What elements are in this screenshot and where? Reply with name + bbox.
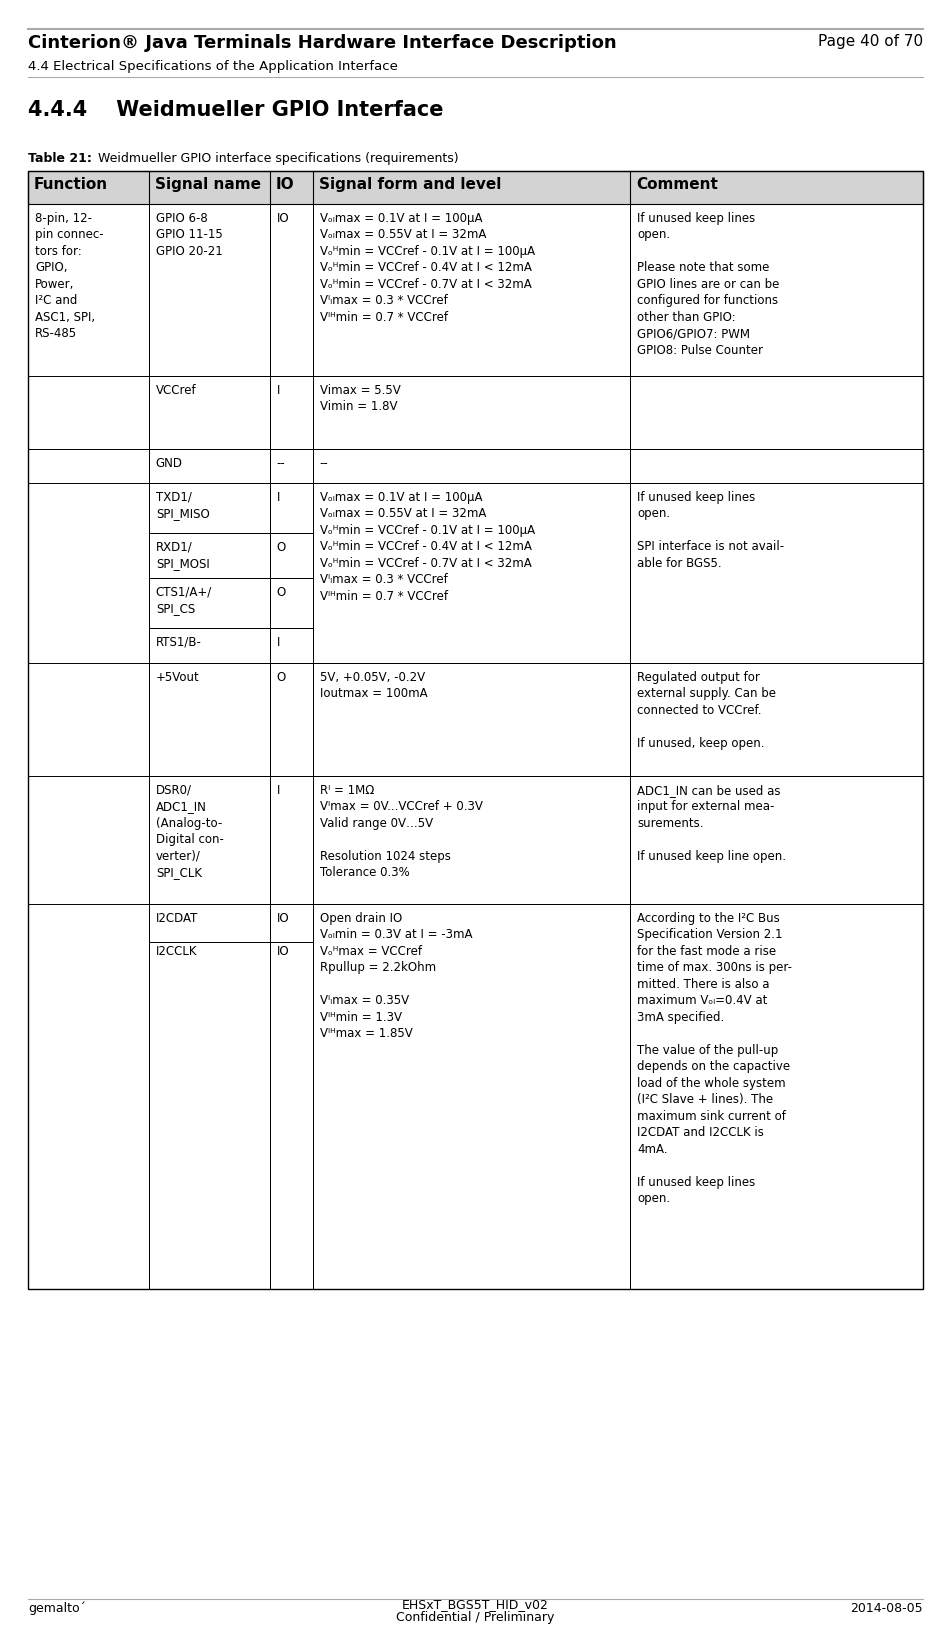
- Text: O: O: [277, 541, 286, 554]
- Text: I: I: [277, 490, 280, 503]
- Bar: [270, 905, 313, 1290]
- Text: 8-pin, 12-
pin connec-
tors for:
GPIO,
Power,
I²C and
ASC1, SPI,
RS-485: 8-pin, 12- pin connec- tors for: GPIO, P…: [35, 211, 104, 341]
- Text: O: O: [277, 585, 286, 598]
- Bar: [270, 629, 313, 664]
- Text: 4.4 Electrical Specifications of the Application Interface: 4.4 Electrical Specifications of the App…: [28, 61, 398, 74]
- Bar: [313, 205, 631, 377]
- Text: Comment: Comment: [636, 177, 718, 192]
- Text: --: --: [277, 457, 285, 470]
- Bar: [148, 629, 270, 664]
- Text: EHSxT_BGS5T_HID_v02: EHSxT_BGS5T_HID_v02: [402, 1596, 549, 1609]
- Text: According to the I²C Bus
Specification Version 2.1
for the fast mode a rise
time: According to the I²C Bus Specification V…: [637, 911, 792, 1205]
- Text: --: --: [320, 457, 328, 470]
- Bar: [631, 205, 923, 377]
- Bar: [270, 449, 313, 484]
- Bar: [270, 579, 313, 629]
- Text: 5V, +0.05V, -0.2V
Ioutmax = 100mA: 5V, +0.05V, -0.2V Ioutmax = 100mA: [320, 670, 427, 700]
- Bar: [631, 905, 923, 1290]
- Bar: [28, 172, 923, 205]
- Text: RXD1/
SPI_MOSI: RXD1/ SPI_MOSI: [156, 541, 209, 570]
- Bar: [270, 484, 313, 534]
- Text: I: I: [277, 636, 280, 649]
- Text: Regulated output for
external supply. Can be
connected to VCCref.

If unused, ke: Regulated output for external supply. Ca…: [637, 670, 776, 749]
- Bar: [631, 449, 923, 484]
- Text: IO: IO: [276, 177, 294, 192]
- Text: O: O: [277, 670, 286, 683]
- Text: Weidmueller GPIO interface specifications (requirements): Weidmueller GPIO interface specification…: [90, 152, 458, 166]
- Text: Open drain IO
Vₒₗmin = 0.3V at I = -3mA
Vₒᴴmax = VCCref
Rpullup = 2.2kOhm

Vᴵₗma: Open drain IO Vₒₗmin = 0.3V at I = -3mA …: [320, 911, 472, 1039]
- Text: gemalto´: gemalto´: [28, 1601, 86, 1614]
- Text: IO

IO: IO IO: [277, 911, 289, 957]
- Bar: [313, 905, 631, 1290]
- Text: If unused keep lines
open.

SPI interface is not avail-
able for BGS5.: If unused keep lines open. SPI interface…: [637, 490, 785, 570]
- Bar: [148, 579, 270, 629]
- Bar: [270, 377, 313, 449]
- Text: Rᴵ = 1MΩ
Vᴵmax = 0V...VCCref + 0.3V
Valid range 0V…5V

Resolution 1024 steps
Tol: Rᴵ = 1MΩ Vᴵmax = 0V...VCCref + 0.3V Vali…: [320, 783, 482, 879]
- Text: CTS1/A+/
SPI_CS: CTS1/A+/ SPI_CS: [156, 585, 212, 615]
- Bar: [631, 377, 923, 449]
- Bar: [148, 377, 270, 449]
- Bar: [313, 777, 631, 905]
- Text: Function: Function: [34, 177, 108, 192]
- Text: Table 21:: Table 21:: [28, 152, 92, 166]
- Text: ADC1_IN can be used as
input for external mea-
surements.

If unused keep line o: ADC1_IN can be used as input for externa…: [637, 783, 786, 862]
- Text: 4.4.4    Weidmueller GPIO Interface: 4.4.4 Weidmueller GPIO Interface: [28, 100, 443, 120]
- Bar: [270, 205, 313, 377]
- Text: Signal form and level: Signal form and level: [319, 177, 501, 192]
- Bar: [148, 484, 270, 534]
- Text: I: I: [277, 384, 280, 397]
- Bar: [313, 484, 631, 664]
- Text: Vₒₗmax = 0.1V at I = 100μA
Vₒₗmax = 0.55V at I = 32mA
Vₒᴴmin = VCCref - 0.1V at : Vₒₗmax = 0.1V at I = 100μA Vₒₗmax = 0.55…: [320, 490, 534, 603]
- Bar: [28, 172, 923, 1290]
- Text: DSR0/
ADC1_IN
(Analog-to-
Digital con-
verter)/
SPI_CLK: DSR0/ ADC1_IN (Analog-to- Digital con- v…: [156, 783, 223, 879]
- Text: +5Vout: +5Vout: [156, 670, 200, 683]
- Text: Cinterion® Java Terminals Hardware Interface Description: Cinterion® Java Terminals Hardware Inter…: [28, 34, 616, 52]
- Bar: [148, 777, 270, 905]
- Bar: [631, 484, 923, 664]
- Text: Vimax = 5.5V
Vimin = 1.8V: Vimax = 5.5V Vimin = 1.8V: [320, 384, 400, 413]
- Bar: [28, 172, 923, 205]
- Bar: [148, 205, 270, 377]
- Bar: [313, 449, 631, 484]
- Bar: [148, 449, 270, 484]
- Bar: [270, 664, 313, 777]
- Text: VCCref: VCCref: [156, 384, 197, 397]
- Text: RTS1/B-: RTS1/B-: [156, 636, 202, 649]
- Bar: [631, 777, 923, 905]
- Text: Confidential / Preliminary: Confidential / Preliminary: [397, 1609, 554, 1623]
- Bar: [148, 664, 270, 777]
- Text: Signal name: Signal name: [155, 177, 261, 192]
- Text: I: I: [277, 783, 280, 797]
- Text: Page 40 of 70: Page 40 of 70: [818, 34, 923, 49]
- Bar: [148, 905, 270, 1290]
- Text: GPIO 6-8
GPIO 11-15
GPIO 20-21: GPIO 6-8 GPIO 11-15 GPIO 20-21: [156, 211, 223, 257]
- Text: If unused keep lines
open.

Please note that some
GPIO lines are or can be
confi: If unused keep lines open. Please note t…: [637, 211, 780, 357]
- Bar: [270, 534, 313, 579]
- Bar: [270, 777, 313, 905]
- Bar: [28, 205, 148, 1290]
- Bar: [313, 664, 631, 777]
- Text: Vₒₗmax = 0.1V at I = 100μA
Vₒₗmax = 0.55V at I = 32mA
Vₒᴴmin = VCCref - 0.1V at : Vₒₗmax = 0.1V at I = 100μA Vₒₗmax = 0.55…: [320, 211, 534, 325]
- Bar: [148, 534, 270, 579]
- Text: TXD1/
SPI_MISO: TXD1/ SPI_MISO: [156, 490, 209, 520]
- Text: I2CDAT

I2CCLK: I2CDAT I2CCLK: [156, 911, 198, 957]
- Bar: [313, 377, 631, 449]
- Text: 2014-08-05: 2014-08-05: [850, 1601, 923, 1614]
- Text: GND: GND: [156, 457, 183, 470]
- Text: IO: IO: [277, 211, 289, 225]
- Bar: [631, 664, 923, 777]
